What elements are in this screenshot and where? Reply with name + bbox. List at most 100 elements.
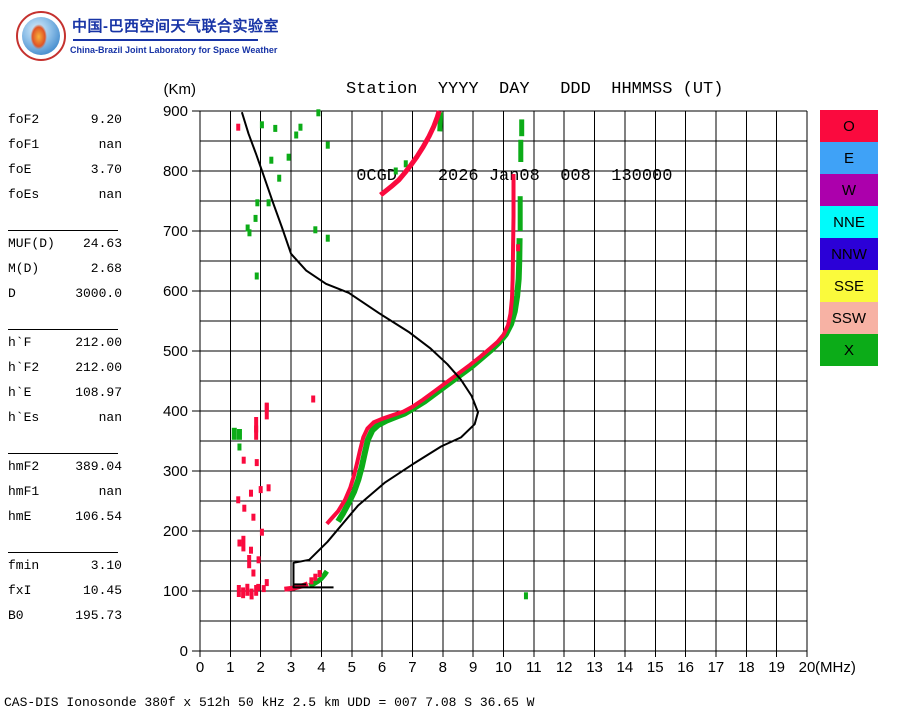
legend-item-e: E <box>820 142 878 174</box>
param-value: 9.20 <box>90 112 122 127</box>
dot-O-scatter <box>259 528 264 536</box>
dot-O-scatter <box>256 556 261 564</box>
dot-X-scatter <box>255 199 260 207</box>
dot-O-scatter <box>251 569 256 577</box>
dot-O-scatter <box>236 123 241 131</box>
param-row: hmF1 nan <box>8 479 122 504</box>
x-tick-label: 10 <box>495 659 512 676</box>
param-row: D 3000.0 <box>8 281 122 306</box>
dot-X-scatter <box>313 226 318 234</box>
param-separator <box>8 230 118 231</box>
echo-legend: O E W NNE NNW SSE SSW X <box>820 110 878 366</box>
x-tick-label: 19 <box>768 659 785 676</box>
param-value: 195.73 <box>75 608 122 623</box>
param-value: nan <box>98 137 122 152</box>
dot-X-scatter <box>325 234 330 242</box>
param-value: 389.04 <box>75 459 122 474</box>
dot-O-scatter <box>261 585 266 593</box>
param-label: B0 <box>8 608 24 623</box>
y-tick-label: 600 <box>163 283 188 300</box>
y-tick-label: 200 <box>163 523 188 540</box>
param-label: foF2 <box>8 112 40 127</box>
param-label: h`E <box>8 385 32 400</box>
dot-X-scatter <box>277 174 282 182</box>
station-header: Station YYYY DAY DDD HHMMSS (UT) 0CGD 20… <box>346 17 723 249</box>
param-row: foF1 nan <box>8 132 122 157</box>
dot-O-scatter <box>251 513 256 521</box>
param-label: hmE <box>8 509 32 524</box>
param-label: h`F2 <box>8 360 40 375</box>
y-axis-unit: (Km) <box>164 81 197 98</box>
x-tick-label: 2 <box>257 659 265 676</box>
param-value: nan <box>98 484 122 499</box>
x-axis-unit: (MHz) <box>815 659 856 676</box>
param-label: fmin <box>8 558 40 573</box>
param-row: foF2 9.20 <box>8 107 122 132</box>
param-value: 3.10 <box>90 558 122 573</box>
param-label: M(D) <box>8 261 40 276</box>
dot-O-scatter <box>516 244 521 252</box>
trace-X-mode-F-trace <box>335 238 523 523</box>
param-value: nan <box>98 187 122 202</box>
legend-item-nne: NNE <box>820 206 878 238</box>
dot-X-scatter <box>259 121 264 129</box>
x-tick-label: 11 <box>526 659 542 676</box>
param-label: D <box>8 286 16 301</box>
param-label: foEs <box>8 187 40 202</box>
param-separator <box>8 329 118 330</box>
dot-O-scatter <box>266 484 271 492</box>
x-tick-label: 0 <box>196 659 204 676</box>
param-row: B0 195.73 <box>8 603 122 628</box>
dot-O-scatter <box>256 583 261 591</box>
dot-O-scatter <box>317 570 322 578</box>
x-tick-label: 13 <box>586 659 603 676</box>
x-tick-label: 1 <box>226 659 234 676</box>
dot-O-scatter <box>236 496 241 504</box>
dot-O-scatter <box>264 579 269 587</box>
param-panel: foF2 9.20 foF1 nan foE 3.70 foEs nan MUF(D) 24.63… <box>8 107 122 628</box>
x-tick-label: 17 <box>708 659 725 676</box>
dot-X-scatter <box>298 123 303 131</box>
dot-X-scatter <box>245 224 250 232</box>
y-tick-label: 900 <box>163 103 188 120</box>
dot-X-scatter <box>325 141 330 149</box>
dot-O-scatter <box>264 403 269 411</box>
y-tick-label: 500 <box>163 343 188 360</box>
dot-O-scatter <box>254 459 259 467</box>
param-separator <box>8 453 118 454</box>
dot-X-scatter <box>393 167 398 175</box>
param-row: hmF2 389.04 <box>8 454 122 479</box>
param-row: h`E 108.97 <box>8 380 122 405</box>
x-tick-label: 4 <box>317 659 325 676</box>
dot-O-scatter <box>241 456 246 464</box>
param-label: h`F <box>8 335 32 350</box>
param-value: 106.54 <box>75 509 122 524</box>
dot-O-scatter <box>237 539 242 547</box>
lab-title-chinese: 中国-巴西空间天气联合实验室 <box>72 18 279 35</box>
legend-item-nnw: NNW <box>820 238 878 270</box>
param-label: foF1 <box>8 137 40 152</box>
param-value: 3.70 <box>90 162 122 177</box>
param-label: fxI <box>8 583 32 598</box>
legend-item-o: O <box>820 110 878 142</box>
dot-O-scatter <box>242 504 247 512</box>
dot-O-scatter <box>258 486 263 494</box>
dot-O-scatter <box>309 577 314 585</box>
trace-O-mode-F-trace <box>325 174 516 526</box>
x-tick-label: 3 <box>287 659 295 676</box>
dot-X-scatter <box>403 160 408 168</box>
param-value: 212.00 <box>75 360 122 375</box>
x-tick-label: 8 <box>439 659 447 676</box>
x-tick-label: 14 <box>617 659 634 676</box>
param-row: h`Es nan <box>8 405 122 430</box>
dot-O-scatter <box>248 489 253 497</box>
x-tick-label: 6 <box>378 659 386 676</box>
y-tick-label: 100 <box>163 583 188 600</box>
param-value: 2.68 <box>90 261 122 276</box>
param-value: 212.00 <box>75 335 122 350</box>
dot-X-scatter <box>273 124 278 132</box>
x-tick-label: 12 <box>556 659 573 676</box>
y-tick-label: 0 <box>180 643 188 660</box>
x-tick-label: 18 <box>738 659 755 676</box>
